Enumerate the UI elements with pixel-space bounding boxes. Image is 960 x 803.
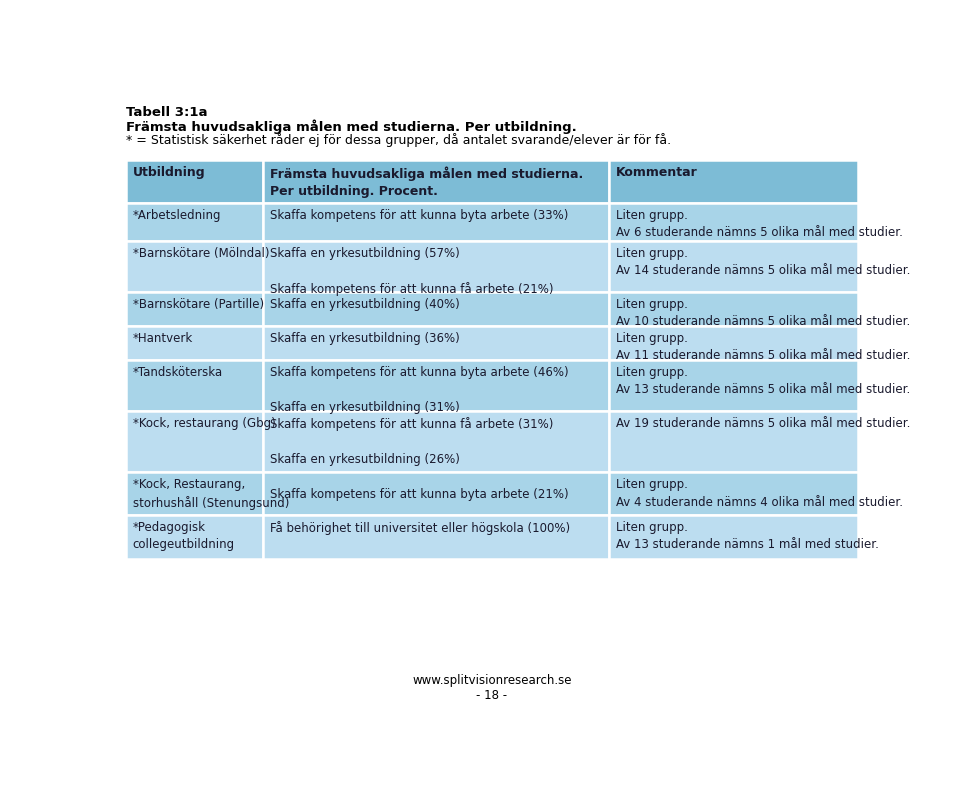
Text: *Barnskötare (Mölndal): *Barnskötare (Mölndal) [132, 247, 269, 259]
Text: Liten grupp.
Av 13 studerande nämns 5 olika mål med studier.: Liten grupp. Av 13 studerande nämns 5 ol… [615, 365, 910, 396]
Bar [610, 326, 858, 361]
Bar [263, 203, 610, 242]
Text: Främsta huvudsakliga målen med studierna.
Per utbildning. Procent.: Främsta huvudsakliga målen med studierna… [270, 166, 583, 198]
Bar [126, 161, 263, 203]
Text: Liten grupp.
Av 13 studerande nämns 1 mål med studier.: Liten grupp. Av 13 studerande nämns 1 må… [615, 520, 878, 550]
Text: Skaffa en yrkesutbildning (40%): Skaffa en yrkesutbildning (40%) [270, 297, 459, 310]
Bar [610, 242, 858, 292]
Bar [610, 411, 858, 473]
Bar [126, 203, 263, 242]
Text: Utbildning: Utbildning [132, 166, 205, 179]
Bar [126, 326, 263, 361]
Bar [126, 361, 263, 411]
Text: Främsta huvudsakliga målen med studierna. Per utbildning.: Främsta huvudsakliga målen med studierna… [126, 119, 577, 134]
Text: *Pedagogisk
collegeutbildning: *Pedagogisk collegeutbildning [132, 520, 235, 550]
Text: *Tandsköterska: *Tandsköterska [132, 365, 223, 378]
Text: Skaffa kompetens för att kunna byta arbete (33%): Skaffa kompetens för att kunna byta arbe… [270, 208, 568, 222]
Bar [263, 473, 610, 515]
Bar [263, 161, 610, 203]
Bar [263, 242, 610, 292]
Text: Liten grupp.
Av 14 studerande nämns 5 olika mål med studier.: Liten grupp. Av 14 studerande nämns 5 ol… [615, 247, 910, 277]
Bar [263, 292, 610, 326]
Bar [610, 361, 858, 411]
Text: Liten grupp.
Av 4 studerande nämns 4 olika mål med studier.: Liten grupp. Av 4 studerande nämns 4 oli… [615, 478, 902, 508]
Bar [263, 515, 610, 560]
Text: Tabell 3:1a: Tabell 3:1a [126, 106, 207, 119]
Bar [263, 326, 610, 361]
Text: Skaffa en yrkesutbildning (36%): Skaffa en yrkesutbildning (36%) [270, 332, 459, 344]
Text: www.splitvisionresearch.se
- 18 -: www.splitvisionresearch.se - 18 - [412, 673, 572, 701]
Bar [126, 242, 263, 292]
Text: Liten grupp.
Av 10 studerande nämns 5 olika mål med studier.: Liten grupp. Av 10 studerande nämns 5 ol… [615, 297, 910, 328]
Bar [126, 515, 263, 560]
Text: * = Statistisk säkerhet råder ej för dessa grupper, då antalet svarande/elever ä: * = Statistisk säkerhet råder ej för des… [126, 132, 671, 147]
Bar [610, 203, 858, 242]
Text: *Hantverk: *Hantverk [132, 332, 193, 344]
Bar [126, 411, 263, 473]
Text: *Arbetsledning: *Arbetsledning [132, 208, 221, 222]
Bar [610, 473, 858, 515]
Bar [126, 473, 263, 515]
Text: *Kock, Restaurang,
storhushåll (Stenungsund): *Kock, Restaurang, storhushåll (Stenungs… [132, 478, 289, 510]
Text: Skaffa kompetens för att kunna få arbete (31%)

Skaffa en yrkesutbildning (26%)
: Skaffa kompetens för att kunna få arbete… [270, 416, 568, 500]
Bar [610, 161, 858, 203]
Text: Skaffa en yrkesutbildning (57%)

Skaffa kompetens för att kunna få arbete (21%): Skaffa en yrkesutbildning (57%) Skaffa k… [270, 247, 553, 296]
Text: Liten grupp.
Av 11 studerande nämns 5 olika mål med studier.: Liten grupp. Av 11 studerande nämns 5 ol… [615, 332, 910, 362]
Text: *Kock, restaurang (Gbg): *Kock, restaurang (Gbg) [132, 416, 276, 429]
Bar [126, 292, 263, 326]
Text: Få behörighet till universitet eller högskola (100%): Få behörighet till universitet eller hög… [270, 520, 569, 534]
Bar [263, 411, 610, 473]
Text: Kommentar: Kommentar [615, 166, 698, 179]
Bar [610, 292, 858, 326]
Text: Av 19 studerande nämns 5 olika mål med studier.: Av 19 studerande nämns 5 olika mål med s… [615, 416, 910, 429]
Bar [610, 515, 858, 560]
Text: *Barnskötare (Partille): *Barnskötare (Partille) [132, 297, 264, 310]
Text: Liten grupp.
Av 6 studerande nämns 5 olika mål med studier.: Liten grupp. Av 6 studerande nämns 5 oli… [615, 208, 902, 238]
Bar [263, 361, 610, 411]
Text: Skaffa kompetens för att kunna byta arbete (46%)

Skaffa en yrkesutbildning (31%: Skaffa kompetens för att kunna byta arbe… [270, 365, 568, 414]
